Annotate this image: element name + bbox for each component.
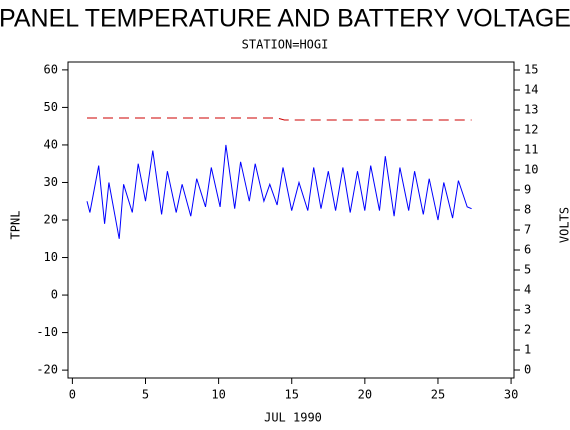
y2-tick-label: 11 <box>524 143 538 157</box>
y-tick-label: 30 <box>44 175 58 189</box>
y-tick-label: -10 <box>36 325 58 339</box>
x-tick-label: 30 <box>504 388 518 402</box>
y2-tick-label: 1 <box>524 343 531 357</box>
series-line <box>87 117 472 121</box>
y-axis-label: TPNL <box>9 211 23 240</box>
y-tick-label: -20 <box>36 363 58 377</box>
y-tick-label: 50 <box>44 100 58 114</box>
y2-axis-label: VOLTS <box>558 207 570 243</box>
y2-tick-label: 10 <box>524 163 538 177</box>
x-tick-label: 20 <box>358 388 372 402</box>
x-tick-label: 5 <box>142 388 149 402</box>
y-tick-label: 60 <box>44 62 58 76</box>
chart-subtitle: STATION=HOGI <box>242 38 329 52</box>
y2-tick-label: 15 <box>524 63 538 77</box>
x-tick-label: 10 <box>211 388 225 402</box>
y2-tick-label: 14 <box>524 83 538 97</box>
y2-tick-label: 6 <box>524 243 531 257</box>
x-tick-label: 25 <box>431 388 445 402</box>
y-tick-label: 10 <box>44 250 58 264</box>
x-tick-label: 15 <box>285 388 299 402</box>
y2-tick-label: 3 <box>524 303 531 317</box>
y2-tick-label: 13 <box>524 103 538 117</box>
x-axis-label: JUL 1990 <box>264 411 322 425</box>
plot-frame <box>67 61 515 379</box>
series-line <box>86 144 472 239</box>
y-tick-label: 0 <box>51 288 58 302</box>
y2-tick-label: 0 <box>524 363 531 377</box>
y2-tick-label: 4 <box>524 283 531 297</box>
y2-tick-label: 12 <box>524 123 538 137</box>
y2-tick-label: 8 <box>524 203 531 217</box>
y2-tick-label: 7 <box>524 223 531 237</box>
y2-tick-label: 2 <box>524 323 531 337</box>
y-tick-label: 40 <box>44 137 58 151</box>
x-tick-label: 0 <box>69 388 76 402</box>
y2-tick-label: 9 <box>524 183 531 197</box>
y-tick-label: 20 <box>44 213 58 227</box>
chart-title: PANEL TEMPERATURE AND BATTERY VOLTAGE <box>0 5 570 33</box>
y2-tick-label: 5 <box>524 263 531 277</box>
